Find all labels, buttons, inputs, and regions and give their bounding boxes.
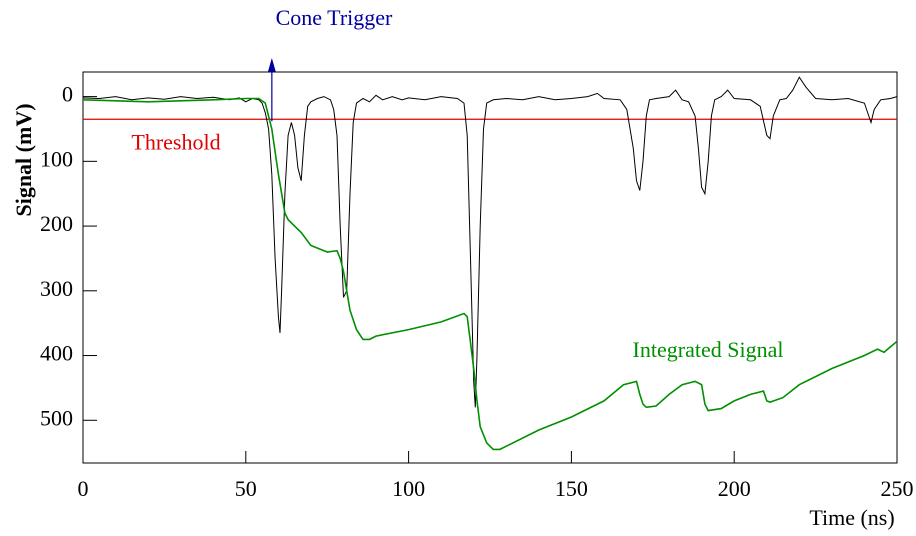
x-axis-title: Time (ns) bbox=[809, 505, 894, 530]
x-tick-label: 0 bbox=[78, 476, 89, 501]
y-tick-label: 500 bbox=[40, 405, 73, 430]
y-tick-label: 200 bbox=[40, 211, 73, 236]
trigger-arrowhead bbox=[267, 58, 276, 72]
threshold-label: Threshold bbox=[131, 129, 220, 154]
series-line bbox=[82, 76, 898, 408]
trigger-label: Cone Trigger bbox=[276, 5, 393, 30]
y-tick-label: 300 bbox=[40, 276, 73, 301]
x-tick-label: 250 bbox=[881, 476, 914, 501]
series-line bbox=[82, 97, 898, 451]
y-tick-label: 0 bbox=[62, 82, 73, 107]
x-tick-label: 100 bbox=[392, 476, 425, 501]
y-tick-label: 100 bbox=[40, 146, 73, 171]
plot-frame bbox=[82, 71, 898, 464]
x-tick-label: 200 bbox=[718, 476, 751, 501]
x-tick-label: 150 bbox=[555, 476, 588, 501]
x-tick-label: 50 bbox=[235, 476, 257, 501]
y-axis-title: Signal (mV) bbox=[11, 103, 36, 216]
y-tick-label: 400 bbox=[40, 341, 73, 366]
integrated-label: Integrated Signal bbox=[633, 337, 784, 362]
